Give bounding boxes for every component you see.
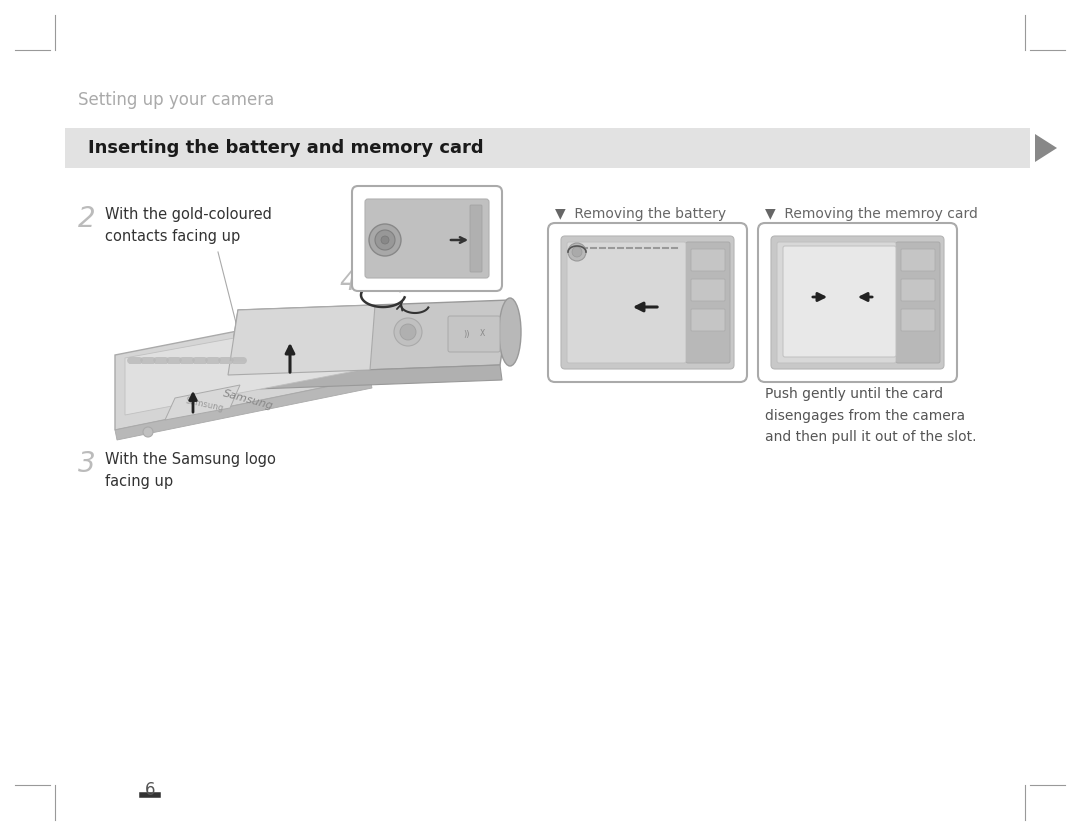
Text: With the Samsung logo
facing up: With the Samsung logo facing up <box>105 452 275 489</box>
FancyBboxPatch shape <box>901 249 935 271</box>
Circle shape <box>394 318 422 346</box>
FancyBboxPatch shape <box>470 205 482 272</box>
Text: Setting up your camera: Setting up your camera <box>78 91 274 109</box>
Text: 2: 2 <box>78 205 96 233</box>
Polygon shape <box>114 305 370 430</box>
Polygon shape <box>125 315 360 415</box>
Polygon shape <box>165 385 240 420</box>
FancyBboxPatch shape <box>352 186 502 291</box>
Text: 3: 3 <box>78 450 96 478</box>
FancyBboxPatch shape <box>686 242 730 363</box>
FancyBboxPatch shape <box>901 279 935 301</box>
Text: With the gold-coloured
contacts facing up: With the gold-coloured contacts facing u… <box>105 207 272 244</box>
Text: 4: 4 <box>340 268 357 296</box>
Text: X: X <box>480 330 485 338</box>
FancyBboxPatch shape <box>365 199 489 278</box>
FancyBboxPatch shape <box>771 236 944 369</box>
FancyBboxPatch shape <box>548 223 747 382</box>
Text: Inserting the battery and memory card: Inserting the battery and memory card <box>87 139 484 157</box>
FancyBboxPatch shape <box>448 316 500 352</box>
FancyBboxPatch shape <box>783 246 896 357</box>
FancyBboxPatch shape <box>691 309 725 331</box>
FancyBboxPatch shape <box>777 242 896 363</box>
Text: )): )) <box>463 330 470 338</box>
Text: Samsung: Samsung <box>221 388 274 412</box>
Text: 1: 1 <box>370 196 388 224</box>
Circle shape <box>143 427 153 437</box>
Polygon shape <box>114 378 372 440</box>
FancyBboxPatch shape <box>758 223 957 382</box>
FancyBboxPatch shape <box>691 249 725 271</box>
FancyBboxPatch shape <box>567 242 686 363</box>
Circle shape <box>400 324 416 340</box>
Polygon shape <box>228 305 375 375</box>
Polygon shape <box>228 300 510 375</box>
FancyBboxPatch shape <box>901 309 935 331</box>
Text: ▼  Removing the memroy card: ▼ Removing the memroy card <box>765 207 977 221</box>
Text: ▼  Removing the battery: ▼ Removing the battery <box>555 207 726 221</box>
Circle shape <box>375 230 395 250</box>
FancyBboxPatch shape <box>561 236 734 369</box>
Circle shape <box>369 224 401 256</box>
Circle shape <box>572 247 582 257</box>
FancyBboxPatch shape <box>691 279 725 301</box>
Polygon shape <box>1035 134 1057 162</box>
FancyBboxPatch shape <box>65 128 1030 168</box>
Polygon shape <box>228 365 502 390</box>
Text: Samsung: Samsung <box>185 397 225 413</box>
Text: Push gently until the card
disengages from the camera
and then pull it out of th: Push gently until the card disengages fr… <box>765 387 976 444</box>
FancyBboxPatch shape <box>896 242 940 363</box>
Circle shape <box>381 236 389 244</box>
Circle shape <box>568 243 586 261</box>
Text: 6: 6 <box>145 781 156 799</box>
Ellipse shape <box>499 298 521 366</box>
